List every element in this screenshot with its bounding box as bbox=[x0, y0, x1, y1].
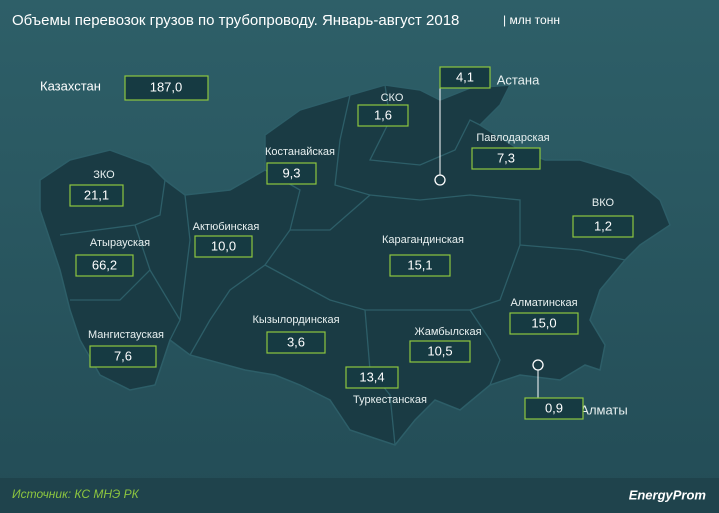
value-box bbox=[357, 104, 409, 127]
value-box bbox=[389, 254, 451, 277]
region-label: Мангистауская bbox=[88, 329, 164, 341]
value-box bbox=[194, 235, 253, 258]
region-label: Актюбинская bbox=[193, 221, 260, 233]
value-box bbox=[266, 331, 326, 354]
value-box bbox=[124, 75, 209, 101]
region-value: 13,4 bbox=[359, 369, 384, 384]
city-dot bbox=[434, 174, 446, 186]
value-box bbox=[572, 215, 634, 238]
region-label: ЗКО bbox=[93, 169, 115, 181]
value-box bbox=[471, 147, 541, 170]
region-value: 15,1 bbox=[407, 257, 432, 272]
value-box bbox=[409, 340, 471, 363]
region-value: 1,6 bbox=[374, 107, 392, 122]
region-label: Астана bbox=[497, 72, 540, 87]
footer-bar bbox=[0, 478, 719, 513]
value-box bbox=[75, 254, 134, 277]
region-value: 66,2 bbox=[92, 257, 117, 272]
region-value: 4,1 bbox=[456, 69, 474, 84]
region-label: Жамбылская bbox=[414, 326, 481, 338]
unit: | млн тонн bbox=[503, 13, 560, 27]
region-label: Атырауская bbox=[90, 237, 150, 249]
value-box bbox=[439, 66, 491, 89]
value-box bbox=[509, 312, 579, 335]
region-value: 3,6 bbox=[287, 334, 305, 349]
region-value: 7,3 bbox=[497, 150, 515, 165]
value-box bbox=[266, 162, 317, 185]
region-value: 15,0 bbox=[531, 315, 556, 330]
region-label: СКО bbox=[381, 92, 404, 104]
region-label: Павлодарская bbox=[476, 132, 549, 144]
region-value: 9,3 bbox=[282, 165, 300, 180]
region-value: 21,1 bbox=[84, 187, 109, 202]
region-label: ВКО bbox=[592, 197, 615, 209]
region-value: 10,0 bbox=[211, 238, 236, 253]
value-box bbox=[345, 366, 399, 389]
title: Объемы перевозок грузов по трубопроводу.… bbox=[12, 12, 459, 29]
region-value: 1,2 bbox=[594, 218, 612, 233]
region-label: Костанайская bbox=[265, 146, 335, 158]
region-label: Туркестанская bbox=[353, 394, 427, 406]
region-value: 7,6 bbox=[114, 348, 132, 363]
logo: EnergyProm bbox=[629, 487, 707, 502]
region-value: 10,5 bbox=[427, 343, 452, 358]
region-label: Карагандинская bbox=[382, 234, 464, 246]
value-box bbox=[524, 397, 584, 420]
region-borders bbox=[59, 84, 626, 446]
total-value: 187,0 bbox=[150, 79, 183, 94]
region-label: Алматинская bbox=[510, 297, 577, 309]
source: Источник: КС МНЭ РК bbox=[12, 487, 140, 501]
region-label: Кызылординская bbox=[252, 314, 339, 326]
total-label: Казахстан bbox=[40, 78, 101, 93]
region-label: Алматы bbox=[580, 402, 627, 417]
value-box bbox=[89, 345, 157, 368]
city-dot bbox=[532, 359, 544, 371]
region-value: 0,9 bbox=[545, 400, 563, 415]
value-box bbox=[69, 184, 124, 207]
